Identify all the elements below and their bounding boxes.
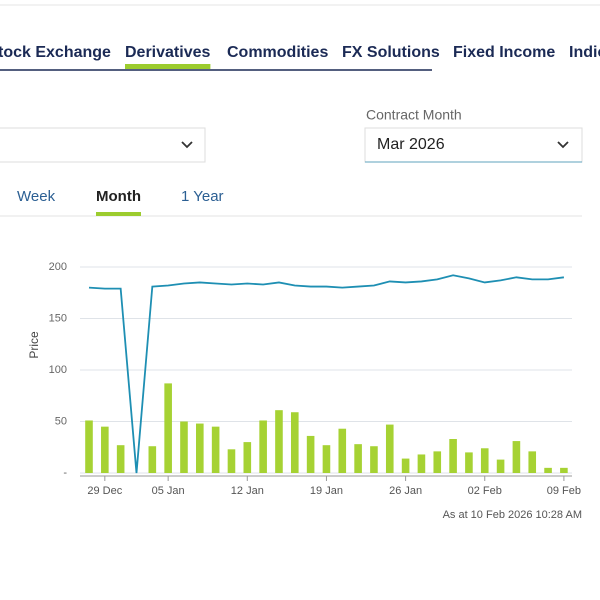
bar bbox=[290, 412, 299, 473]
x-tick-label: 09 Feb bbox=[547, 485, 581, 497]
bar bbox=[148, 446, 157, 473]
footnote: As at 10 Feb 2026 10:28 AM bbox=[443, 509, 582, 521]
dropdown[interactable] bbox=[0, 127, 206, 163]
x-tick-label: 19 Jan bbox=[310, 485, 343, 497]
bar bbox=[180, 421, 188, 473]
bar bbox=[370, 446, 378, 473]
bar bbox=[544, 467, 552, 473]
bar bbox=[306, 435, 315, 473]
price-line bbox=[88, 274, 565, 474]
nav: tock Exchange Derivatives Commodities FX So… bbox=[0, 44, 600, 69]
bar bbox=[338, 428, 347, 473]
nav-item[interactable]: FX Solutions bbox=[342, 44, 440, 61]
bar bbox=[164, 383, 172, 473]
dropdown[interactable] bbox=[364, 127, 583, 163]
nav-item[interactable]: Fixed Income bbox=[453, 44, 555, 61]
bar bbox=[354, 444, 362, 473]
bar bbox=[116, 445, 125, 473]
bar bbox=[211, 426, 220, 473]
bar bbox=[512, 441, 521, 473]
bar bbox=[196, 423, 204, 473]
tabs: Week Month 1 Year bbox=[17, 188, 224, 216]
bar bbox=[465, 452, 473, 473]
y-tick-label: 100 bbox=[49, 364, 67, 376]
nav-item[interactable]: Commodities bbox=[227, 44, 328, 61]
y-tick-label: 150 bbox=[49, 312, 67, 324]
bar bbox=[401, 458, 410, 473]
tab-active-underline bbox=[96, 212, 141, 216]
x-tick-label: 26 Jan bbox=[389, 485, 422, 497]
bar bbox=[433, 451, 442, 473]
bar bbox=[227, 449, 236, 473]
bar bbox=[496, 459, 505, 473]
bar bbox=[449, 439, 457, 473]
bar bbox=[101, 426, 109, 473]
bar bbox=[528, 451, 537, 473]
x-tick-label: 29 Dec bbox=[87, 485, 122, 497]
tab[interactable]: Week bbox=[17, 188, 56, 205]
y-tick-label: - bbox=[63, 467, 67, 479]
nav-item[interactable]: tock Exchange bbox=[0, 44, 111, 61]
chevron bbox=[557, 141, 569, 149]
bar bbox=[85, 420, 93, 473]
bar bbox=[385, 424, 394, 473]
nav-active-underline bbox=[125, 64, 211, 69]
y-tick-label: 200 bbox=[49, 261, 67, 273]
bar bbox=[259, 420, 267, 473]
bar bbox=[275, 410, 283, 473]
nav-item[interactable]: Derivatives bbox=[125, 44, 210, 61]
tab[interactable]: 1 Year bbox=[181, 188, 224, 205]
y-tick-label: 50 bbox=[55, 415, 67, 427]
x-tick-label: 05 Jan bbox=[152, 485, 185, 497]
bar bbox=[243, 442, 252, 473]
x-tick-label: 02 Feb bbox=[468, 485, 502, 497]
bar bbox=[560, 467, 568, 473]
nav-item[interactable]: Indic bbox=[569, 44, 600, 61]
y-axis-label: Price bbox=[27, 331, 41, 359]
x-tick-label: 12 Jan bbox=[231, 485, 264, 497]
dropdown-label: Contract Month bbox=[366, 107, 462, 123]
chevron bbox=[181, 141, 193, 149]
tab[interactable]: Month bbox=[96, 188, 141, 205]
bar bbox=[417, 454, 426, 473]
bar bbox=[480, 448, 489, 473]
bar bbox=[322, 445, 331, 473]
chart: Price - 50 100 150 200 29 Dec 05 Jan 12 Jan 19 Ja… bbox=[27, 261, 582, 521]
dropdown-value: Mar 2026 bbox=[377, 136, 445, 153]
